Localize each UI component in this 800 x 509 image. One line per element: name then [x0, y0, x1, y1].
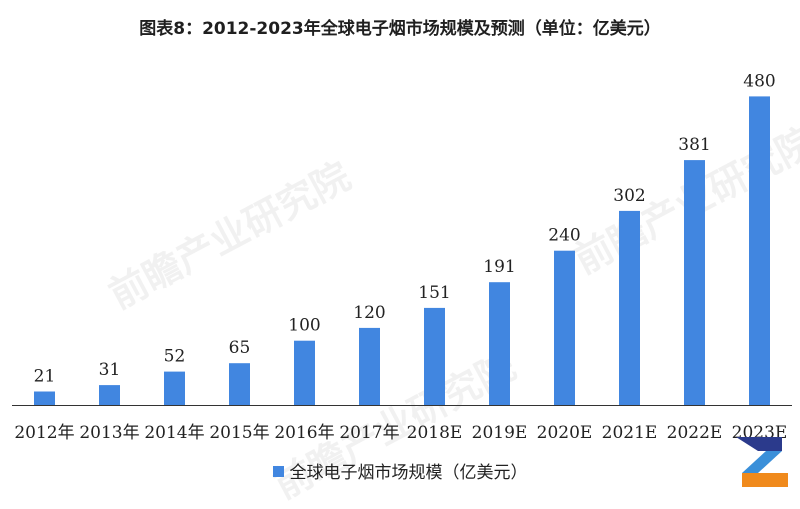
- data-label: 151: [418, 283, 450, 303]
- x-tick-label: 2020E: [537, 423, 593, 443]
- data-label: 65: [229, 338, 251, 358]
- data-label: 52: [164, 347, 186, 367]
- x-tick-label: 2015年: [209, 423, 269, 443]
- data-label: 100: [288, 316, 320, 336]
- data-label: 381: [678, 135, 710, 155]
- x-tick-label: 2013年: [79, 423, 139, 443]
- x-tick-label: 2014年: [144, 423, 204, 443]
- x-tick-label: 2017年: [339, 423, 399, 443]
- x-tick-label: 2019E: [472, 423, 528, 443]
- bar: [684, 160, 705, 405]
- bar: [359, 327, 380, 405]
- x-tick-label: 2018E: [407, 423, 463, 443]
- legend-swatch: [272, 465, 284, 477]
- data-label: 480: [743, 71, 775, 91]
- bar: [554, 250, 575, 405]
- data-label: 31: [99, 360, 121, 380]
- data-label: 191: [483, 257, 515, 277]
- data-label: 302: [613, 186, 645, 206]
- data-label: 240: [548, 226, 580, 246]
- bar: [229, 363, 250, 405]
- bar: [619, 210, 640, 405]
- bar: [34, 391, 55, 405]
- bar: [424, 307, 445, 405]
- x-tick-label: 2016年: [274, 423, 334, 443]
- legend-label: 全球电子烟市场规模（亿美元）: [289, 463, 528, 483]
- bar: [489, 282, 510, 405]
- bar: [294, 340, 315, 405]
- x-tick-label: 2021E: [602, 423, 658, 443]
- bar: [99, 385, 120, 405]
- x-tick-label: 2022E: [667, 423, 723, 443]
- brand-z-logo-icon: [736, 437, 788, 487]
- bar: [164, 371, 185, 405]
- chart-title: 图表8：2012-2023年全球电子烟市场规模及预测（单位：亿美元）: [139, 19, 661, 39]
- data-label: 120: [353, 303, 385, 323]
- x-tick-label: 2012年: [14, 423, 74, 443]
- data-label: 21: [34, 367, 56, 387]
- chart-legend: 全球电子烟市场规模（亿美元）: [0, 458, 800, 483]
- bar: [749, 96, 770, 406]
